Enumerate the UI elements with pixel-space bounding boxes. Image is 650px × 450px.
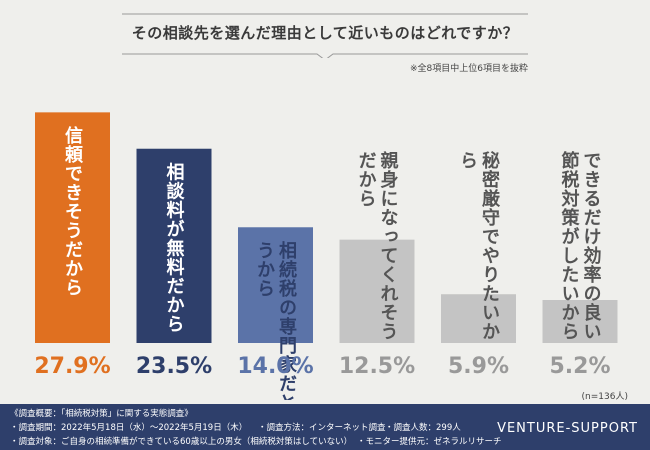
footer-survey-title: 《調査概要：「相続税対策」に関する実態調査》 [10, 409, 193, 419]
category-label-6: 節税対策がしたいから [559, 150, 581, 341]
bar-5 [441, 294, 516, 343]
footer-banner: 《調査概要：「相続税対策」に関する実態調査》 ・調査期間：2022年5月18日（… [0, 404, 650, 450]
value-label-6: 5.2% [549, 354, 610, 379]
category-label-5: 秘密厳守でやりたいか [479, 150, 500, 341]
chart-note: ※全8項目中上位6項目を抜粋 [410, 64, 528, 74]
value-label-1: 27.9% [34, 354, 110, 379]
bar-2 [136, 148, 212, 343]
category-label-4: 親身になってくれそう [378, 150, 399, 341]
title-frame [122, 13, 528, 58]
value-label-3: 14.0% [237, 354, 313, 379]
footer-survey-count: ・調査人数：299人 [385, 423, 461, 433]
bar-4 [339, 239, 415, 343]
sample-size-note: (n=136人) [581, 392, 628, 402]
category-label-5: ら [457, 151, 478, 170]
category-label-3: 相続税の専門家だと思 [276, 241, 297, 400]
value-label-5: 5.9% [448, 354, 509, 379]
category-label-6: できるだけ効率の良い [581, 151, 602, 341]
brand-logo-text: VENTURE-SUPPORT [497, 421, 638, 436]
category-label-3: うから [254, 241, 275, 298]
footer-survey-method: ・調査方法：インターネット調査 [258, 423, 386, 433]
footer-survey-period: ・調査期間：2022年5月18日（水）〜2022年5月19日（木） [10, 423, 248, 433]
category-label-4: だから [356, 151, 377, 208]
bar-3 [238, 227, 313, 343]
value-label-2: 23.5% [136, 354, 212, 379]
bar-6 [542, 300, 618, 343]
value-label-4: 12.5% [339, 354, 415, 379]
bar-chart: 信頼できそうだから 27.9% 相談料が無料だから 23.5% 相続税の専門家だと思うか… [34, 112, 618, 400]
category-label-1: 信頼できそうだから [62, 125, 83, 297]
footer-survey-target: ・調査対象：ご自身の相続準備ができている60歳以上の男女（相続税対策はしていない… [10, 437, 353, 447]
chart-title: その相談先を選んだ理由として近いものはどれですか？ [131, 24, 519, 42]
bar-1 [35, 112, 110, 343]
footer-survey-provider: ・モニター提供元：ゼネラルリサーチ [357, 437, 502, 447]
category-label-2: 相談料が無料だから [164, 163, 185, 334]
title-banner: その相談先を選んだ理由として近いものはどれですか？ [122, 10, 528, 58]
